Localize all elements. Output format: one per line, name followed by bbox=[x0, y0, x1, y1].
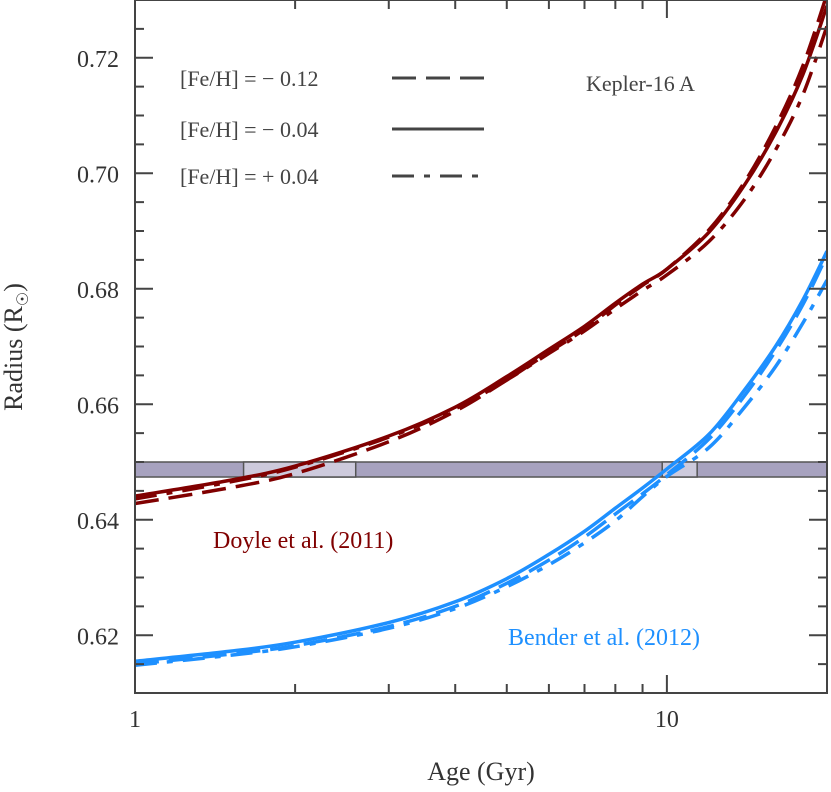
legend-label-dashed: [Fe/H] = − 0.12 bbox=[180, 66, 318, 91]
x-tick-label: 10 bbox=[655, 707, 679, 733]
legend: [Fe/H] = − 0.12 [Fe/H] = − 0.04 [Fe/H] =… bbox=[180, 66, 484, 189]
y-tick-label: 0.66 bbox=[77, 393, 119, 419]
legend-label-solid: [Fe/H] = − 0.04 bbox=[180, 117, 318, 142]
x-axis-label: Age (Gyr) bbox=[427, 757, 535, 786]
y-tick-label: 0.62 bbox=[77, 624, 119, 650]
radius-band bbox=[135, 461, 827, 478]
curve-doyle-dashdot bbox=[135, 25, 827, 501]
plot-frame bbox=[134, 0, 828, 694]
x-tick-label: 1 bbox=[129, 707, 141, 733]
y-tick-label: 0.68 bbox=[77, 278, 119, 304]
band-rect bbox=[135, 461, 827, 478]
legend-label-dashdot: [Fe/H] = + 0.04 bbox=[180, 164, 318, 189]
y-tick-label: 0.70 bbox=[77, 162, 119, 188]
group-label-doyle: Doyle et al. (2011) bbox=[213, 528, 393, 554]
star-annotation: Kepler-16 A bbox=[586, 71, 695, 96]
curve-bender-dashed bbox=[135, 254, 827, 666]
group-label-bender: Bender et al. (2012) bbox=[508, 625, 700, 651]
y-axis-label: Radius (R☉) bbox=[0, 283, 32, 411]
curve-doyle-solid bbox=[135, 5, 827, 498]
y-tick-label: 0.64 bbox=[77, 509, 119, 535]
y-tick-label: 0.72 bbox=[77, 47, 119, 73]
curve-bender-dashdot bbox=[135, 279, 827, 668]
axis-ticks: 1 10 0.62 0.64 0.66 0.68 0.70 0.72 bbox=[77, 0, 828, 733]
curve-doyle-dashed bbox=[135, 0, 827, 506]
curve-bender-solid bbox=[135, 250, 827, 663]
curves bbox=[135, 0, 827, 668]
